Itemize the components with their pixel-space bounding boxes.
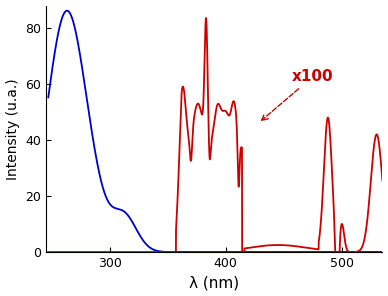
Y-axis label: Intensity (u.a.): Intensity (u.a.): [5, 78, 19, 180]
Text: x100: x100: [262, 69, 334, 120]
X-axis label: λ (nm): λ (nm): [189, 276, 239, 290]
